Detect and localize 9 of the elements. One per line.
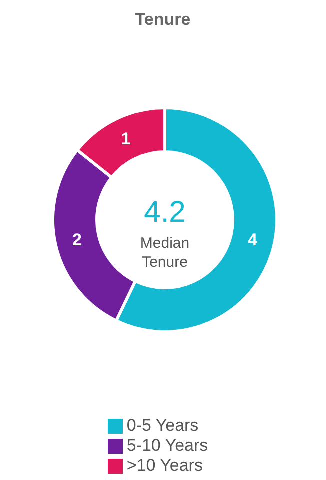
text: Median Tenure	[139, 234, 191, 272]
data-label: 4	[248, 230, 258, 250]
data-label: 1	[121, 129, 131, 148]
data-label: 2	[72, 230, 82, 250]
legend-label: 0-5 Years	[126, 416, 199, 435]
text: 4.2	[143, 196, 187, 230]
legend-label: 5-10 Years	[126, 436, 208, 455]
chart-title: Tenure	[134, 10, 192, 30]
legend-label: >10 Years	[126, 456, 203, 475]
